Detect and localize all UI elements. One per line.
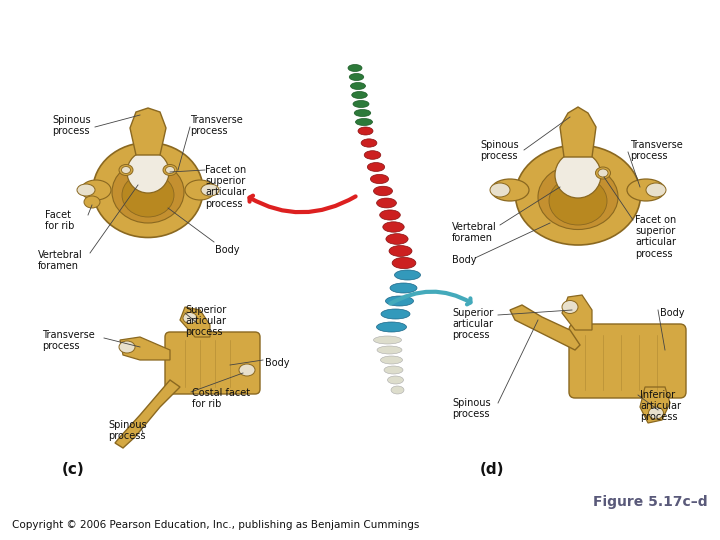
Ellipse shape [390, 283, 417, 293]
Polygon shape [130, 108, 166, 155]
Text: Spinous
process: Spinous process [108, 420, 147, 441]
Ellipse shape [163, 165, 177, 176]
Text: Vertebral
foramen: Vertebral foramen [38, 250, 83, 271]
Text: Facet on
superior
articular
process: Facet on superior articular process [205, 165, 246, 208]
Text: Transverse
process: Transverse process [630, 140, 683, 161]
Text: Spinous
process: Spinous process [480, 140, 518, 161]
Ellipse shape [348, 64, 362, 71]
Circle shape [127, 151, 169, 193]
Text: Transverse
process: Transverse process [42, 330, 95, 351]
Ellipse shape [374, 186, 392, 195]
Ellipse shape [562, 300, 578, 314]
Polygon shape [562, 295, 592, 330]
Ellipse shape [81, 180, 111, 200]
Ellipse shape [84, 196, 100, 208]
Ellipse shape [354, 110, 371, 117]
Polygon shape [560, 107, 596, 157]
Text: Inferior
articular
process: Inferior articular process [640, 390, 681, 422]
Ellipse shape [77, 184, 95, 196]
Ellipse shape [490, 183, 510, 197]
Text: Body: Body [265, 358, 289, 368]
Ellipse shape [649, 407, 664, 419]
Ellipse shape [374, 336, 402, 344]
Text: (c): (c) [62, 462, 85, 477]
Text: Spinous
process: Spinous process [452, 398, 490, 419]
Ellipse shape [367, 163, 384, 172]
Ellipse shape [122, 166, 130, 173]
Ellipse shape [385, 296, 413, 306]
Ellipse shape [377, 198, 397, 208]
Ellipse shape [380, 356, 402, 364]
Ellipse shape [356, 118, 372, 125]
Ellipse shape [377, 346, 402, 354]
Ellipse shape [395, 270, 420, 280]
Ellipse shape [538, 165, 618, 230]
Ellipse shape [595, 167, 611, 179]
Ellipse shape [112, 161, 184, 223]
Text: Superior
articular
process: Superior articular process [185, 305, 226, 338]
Polygon shape [180, 307, 210, 337]
Text: (d): (d) [480, 462, 505, 477]
Ellipse shape [549, 177, 607, 225]
Ellipse shape [392, 258, 416, 268]
Text: Body: Body [452, 255, 477, 265]
Ellipse shape [383, 222, 404, 232]
Ellipse shape [239, 364, 255, 376]
Ellipse shape [387, 376, 403, 384]
Ellipse shape [352, 91, 367, 98]
Polygon shape [640, 387, 670, 423]
Text: Body: Body [215, 245, 240, 255]
Ellipse shape [379, 210, 400, 220]
Ellipse shape [351, 83, 366, 90]
Text: Facet
for rib: Facet for rib [45, 210, 74, 231]
Text: Transverse
process: Transverse process [190, 115, 243, 136]
Ellipse shape [185, 180, 215, 200]
Ellipse shape [516, 145, 641, 245]
Ellipse shape [93, 143, 203, 238]
Ellipse shape [491, 179, 529, 201]
Ellipse shape [370, 174, 389, 184]
Ellipse shape [381, 309, 410, 319]
Text: Vertebral
foramen: Vertebral foramen [452, 222, 497, 243]
Text: Costal facet
for rib: Costal facet for rib [192, 388, 250, 409]
Ellipse shape [598, 169, 608, 177]
Ellipse shape [353, 100, 369, 107]
Polygon shape [115, 380, 180, 448]
Text: Facet on
superior
articular
process: Facet on superior articular process [635, 215, 676, 259]
Ellipse shape [364, 151, 381, 159]
Ellipse shape [183, 313, 197, 323]
Polygon shape [510, 305, 580, 350]
FancyBboxPatch shape [569, 324, 686, 398]
Polygon shape [120, 337, 170, 360]
Ellipse shape [389, 246, 412, 256]
Circle shape [555, 152, 601, 198]
Ellipse shape [349, 73, 364, 80]
Ellipse shape [201, 184, 219, 196]
Ellipse shape [122, 173, 174, 217]
Ellipse shape [627, 179, 665, 201]
Ellipse shape [377, 322, 407, 332]
Text: Figure 5.17c–d: Figure 5.17c–d [593, 495, 708, 509]
Text: Body: Body [660, 308, 685, 318]
Ellipse shape [119, 165, 133, 176]
Ellipse shape [386, 234, 408, 244]
FancyBboxPatch shape [165, 332, 260, 394]
Ellipse shape [166, 166, 174, 173]
Ellipse shape [358, 127, 373, 135]
Text: Superior
articular
process: Superior articular process [452, 308, 493, 340]
Ellipse shape [119, 341, 135, 353]
Ellipse shape [646, 183, 666, 197]
Ellipse shape [391, 386, 404, 394]
Ellipse shape [361, 139, 377, 147]
Text: Copyright © 2006 Pearson Education, Inc., publishing as Benjamin Cummings: Copyright © 2006 Pearson Education, Inc.… [12, 520, 419, 530]
Text: Spinous
process: Spinous process [52, 115, 91, 136]
Ellipse shape [384, 366, 403, 374]
